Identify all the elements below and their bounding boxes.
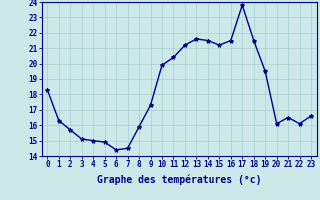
X-axis label: Graphe des températures (°c): Graphe des températures (°c) <box>97 175 261 185</box>
